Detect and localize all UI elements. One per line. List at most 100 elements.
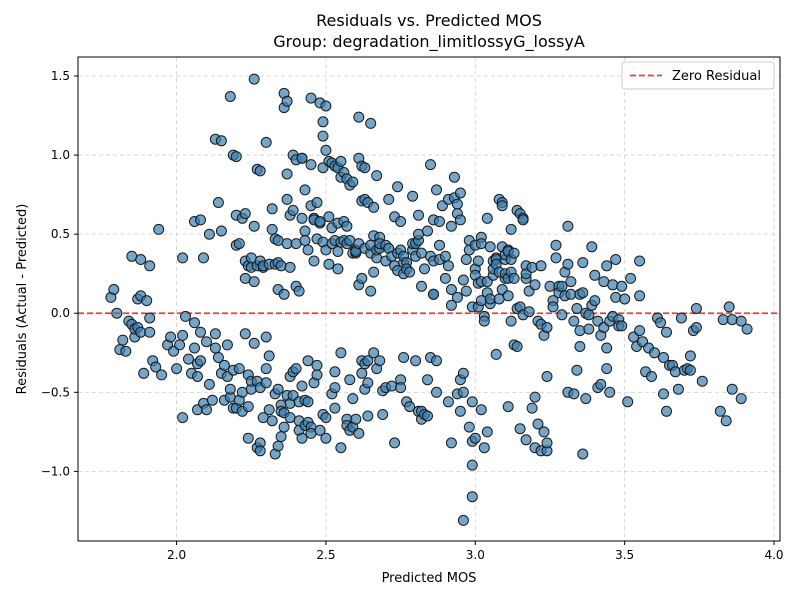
scatter-point bbox=[368, 201, 380, 213]
scatter-point bbox=[278, 288, 290, 300]
scatter-point bbox=[526, 402, 538, 414]
scatter-point bbox=[547, 301, 559, 313]
scatter-point bbox=[484, 241, 496, 253]
scatter-point bbox=[195, 355, 206, 367]
scatter-point bbox=[416, 247, 427, 259]
scatter-point bbox=[215, 135, 227, 147]
scatter-point bbox=[460, 254, 472, 265]
scatter-point bbox=[317, 130, 329, 142]
scatter-point bbox=[374, 355, 386, 367]
scatter-point bbox=[192, 371, 203, 382]
scatter-point bbox=[209, 342, 221, 354]
scatter-point bbox=[634, 325, 646, 337]
scatter-point bbox=[562, 220, 574, 232]
scatter-point bbox=[323, 211, 335, 223]
scatter-point bbox=[726, 314, 738, 326]
scatter-point bbox=[305, 427, 317, 439]
scatter-point bbox=[445, 437, 457, 449]
scatter-point bbox=[203, 228, 215, 240]
scatter-point bbox=[431, 386, 442, 398]
scatter-point bbox=[201, 404, 212, 416]
scatter-point bbox=[248, 73, 260, 85]
scatter-point bbox=[661, 326, 672, 338]
scatter-point bbox=[451, 291, 463, 303]
scatter-point bbox=[212, 197, 224, 208]
scatter-point bbox=[281, 168, 293, 180]
scatter-point bbox=[442, 396, 454, 408]
scatter-point bbox=[610, 254, 622, 265]
scatter-point bbox=[212, 352, 224, 363]
scatter-point bbox=[311, 359, 323, 371]
scatter-point bbox=[177, 252, 189, 264]
scatter-point bbox=[362, 355, 374, 367]
scatter-point bbox=[308, 255, 320, 267]
scatter-point bbox=[174, 339, 186, 351]
scatter-point bbox=[619, 293, 631, 305]
scatter-point bbox=[466, 459, 478, 471]
scatter-point bbox=[439, 250, 451, 262]
scatter-point bbox=[541, 322, 553, 333]
scatter-point bbox=[305, 159, 317, 171]
scatter-point bbox=[383, 193, 395, 205]
scatter-point bbox=[350, 413, 362, 425]
scatter-point bbox=[311, 197, 323, 208]
scatter-point bbox=[272, 383, 284, 395]
scatter-point bbox=[290, 363, 302, 375]
scatter-point bbox=[610, 291, 622, 303]
scatter-point bbox=[266, 203, 278, 215]
scatter-point bbox=[577, 448, 589, 460]
scatter-point bbox=[625, 272, 637, 284]
scatter-point bbox=[254, 445, 266, 457]
scatter-point bbox=[284, 261, 296, 273]
scatter-point bbox=[266, 223, 278, 235]
scatter-point bbox=[323, 258, 335, 270]
scatter-point bbox=[368, 347, 380, 359]
scatter-point bbox=[302, 355, 314, 367]
scatter-point bbox=[317, 116, 329, 128]
scatter-point bbox=[622, 396, 634, 408]
scatter-point bbox=[616, 280, 628, 292]
scatter-point bbox=[236, 386, 248, 398]
scatter-point bbox=[201, 336, 212, 348]
scatter-point bbox=[144, 312, 156, 324]
scatter-point bbox=[416, 280, 427, 292]
scatter-point bbox=[287, 204, 299, 216]
scatter-point bbox=[341, 220, 353, 232]
scatter-point bbox=[230, 151, 242, 163]
scatter-point bbox=[195, 326, 206, 338]
scatter-point bbox=[589, 295, 601, 307]
scatter-point bbox=[138, 367, 150, 379]
scatter-point bbox=[215, 225, 227, 237]
scatter-point bbox=[425, 159, 436, 171]
scatter-point bbox=[329, 366, 341, 378]
legend: Zero Residual bbox=[621, 61, 775, 90]
scatter-point bbox=[684, 364, 696, 376]
scatter-point bbox=[254, 165, 266, 177]
scatter-point bbox=[601, 260, 613, 272]
scatter-point bbox=[371, 170, 383, 182]
scatter-point bbox=[153, 223, 165, 235]
scatter-point bbox=[431, 355, 442, 367]
scatter-point bbox=[735, 393, 747, 405]
scatter-point bbox=[684, 350, 696, 362]
scatter-point bbox=[419, 263, 430, 275]
scatter-point bbox=[568, 388, 580, 400]
scatter-point bbox=[275, 431, 287, 443]
scatter-point bbox=[490, 348, 502, 360]
scatter-point bbox=[475, 404, 487, 416]
scatter-point bbox=[108, 284, 120, 295]
scatter-point bbox=[221, 339, 233, 351]
legend-label-zero-residual: Zero Residual bbox=[672, 69, 761, 84]
scatter-point bbox=[365, 117, 377, 129]
scatter-point bbox=[260, 331, 272, 343]
scatter-point bbox=[517, 214, 529, 226]
scatter-point bbox=[649, 347, 660, 359]
scatter-point bbox=[502, 290, 514, 302]
scatter-point bbox=[422, 410, 433, 422]
scatter-point bbox=[329, 402, 341, 414]
scatter-point bbox=[422, 374, 433, 386]
scatter-point bbox=[661, 405, 672, 417]
scatter-point bbox=[454, 187, 466, 199]
scatter-point bbox=[404, 266, 416, 278]
scatter-point bbox=[299, 235, 311, 246]
